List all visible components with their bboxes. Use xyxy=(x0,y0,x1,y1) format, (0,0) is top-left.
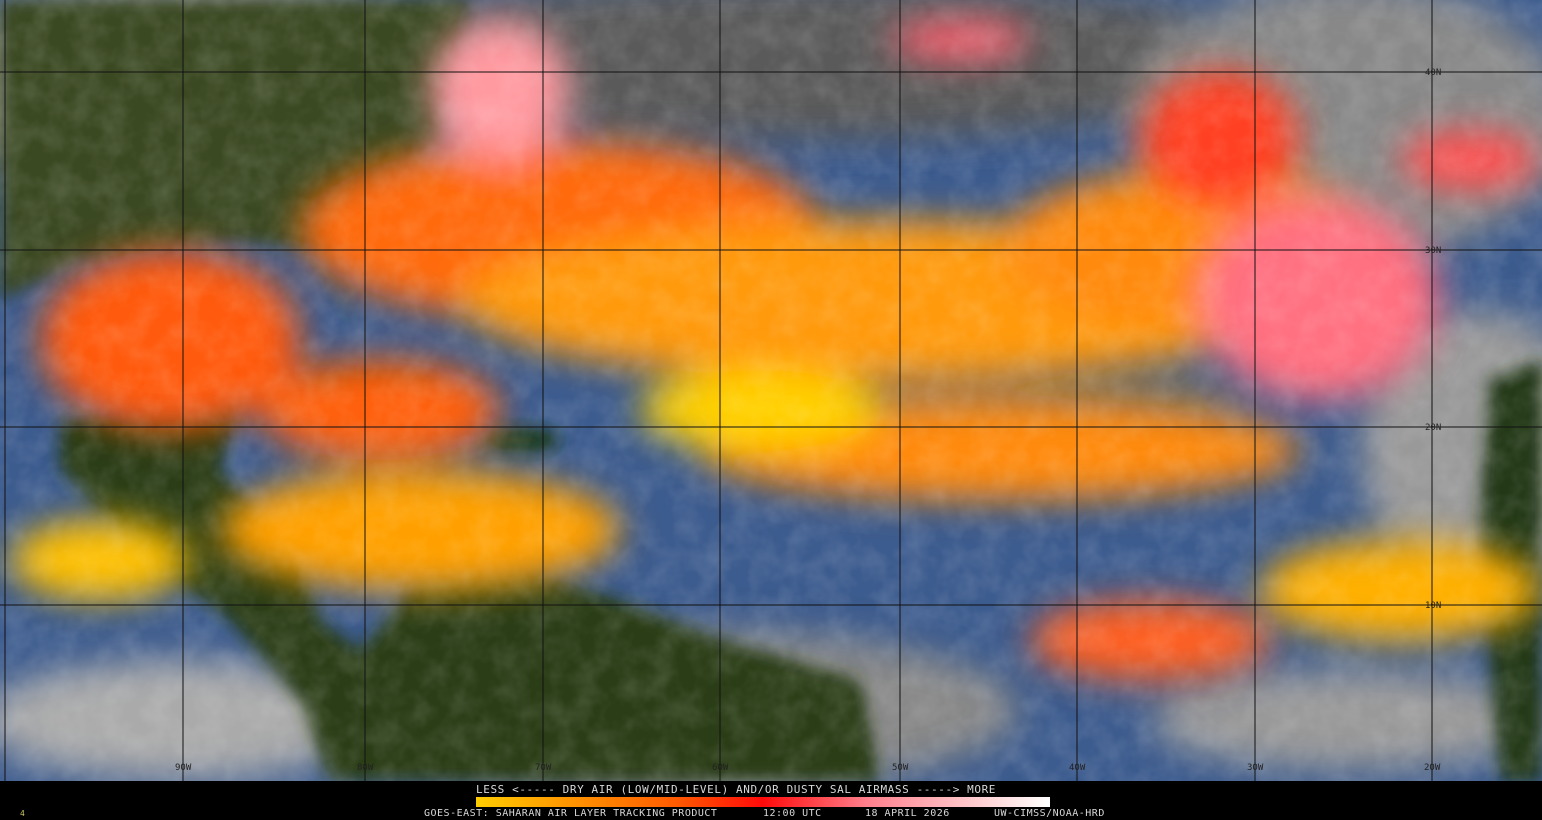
longitude-label: 90W xyxy=(175,763,192,773)
longitude-label: 20W xyxy=(1424,763,1441,773)
latitude-label: 10N xyxy=(1425,601,1441,611)
latitude-label: 40N xyxy=(1425,68,1441,78)
lat-lon-grid xyxy=(0,0,1542,781)
grid-labels: 90W 80W 70W 60W 50W 40W 30W 20W 40N 30N 20N 10N xyxy=(175,68,1441,773)
longitude-label: 40W xyxy=(1069,763,1086,773)
longitude-label: 30W xyxy=(1247,763,1264,773)
legend-color-scale xyxy=(476,797,1050,807)
longitude-label: 50W xyxy=(892,763,909,773)
longitude-label: 60W xyxy=(712,763,729,773)
legend-title: LESS <----- DRY AIR (LOW/MID-LEVEL) AND/… xyxy=(476,783,997,796)
latitude-label: 30N xyxy=(1425,246,1441,256)
time-label: 12:00 UTC xyxy=(763,808,822,819)
legend-bar: LESS <----- DRY AIR (LOW/MID-LEVEL) AND/… xyxy=(0,781,1542,820)
longitude-label: 70W xyxy=(535,763,552,773)
satellite-map: 90W 80W 70W 60W 50W 40W 30W 20W 40N 30N 20N 10N xyxy=(0,0,1542,781)
credit-label: UW-CIMSS/NOAA-HRD xyxy=(994,808,1105,819)
product-name: GOES-EAST: SAHARAN AIR LAYER TRACKING PR… xyxy=(424,808,718,819)
longitude-label: 80W xyxy=(357,763,374,773)
date-label: 18 APRIL 2026 xyxy=(865,808,950,819)
texture xyxy=(0,0,1542,781)
latitude-label: 20N xyxy=(1425,423,1441,433)
corner-mark: 4 xyxy=(20,809,25,818)
